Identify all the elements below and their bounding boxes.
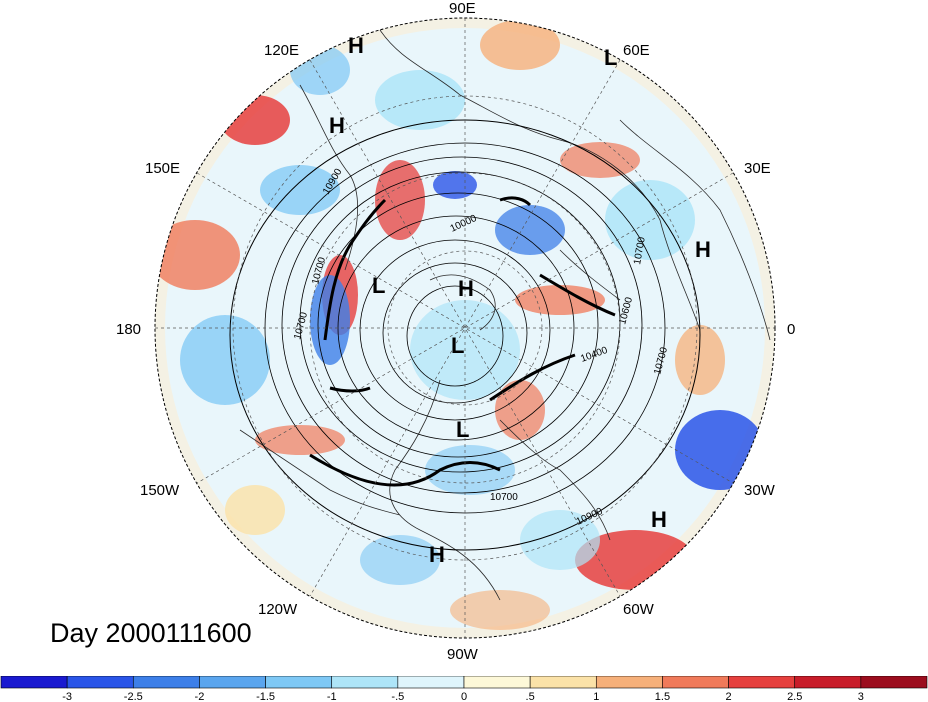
- colorbar-swatch: [595, 676, 663, 689]
- colorbar-swatch: [397, 676, 465, 689]
- longitude-label: 180: [116, 321, 141, 338]
- colorbar-swatch: [199, 676, 266, 689]
- map-title: Day 2000111600: [50, 618, 252, 648]
- high-pressure-label: H: [329, 113, 345, 138]
- colorbar-swatch: [66, 676, 134, 689]
- low-pressure-label: L: [372, 273, 385, 298]
- colorbar-tick-label: -3: [62, 691, 72, 702]
- pressure-centers: H H L H L H L L H H: [329, 33, 711, 567]
- low-pressure-label: L: [604, 45, 617, 70]
- longitude-label: 60E: [623, 42, 650, 59]
- low-pressure-label: L: [451, 333, 464, 358]
- contour-label: 10700: [632, 236, 648, 266]
- map-border: [154, 17, 776, 639]
- high-pressure-label: H: [429, 542, 445, 567]
- colorbar-swatch: [860, 676, 928, 689]
- colorbar-tick-label: 1: [593, 691, 599, 702]
- colorbar-swatch: [662, 676, 729, 689]
- colorbar-swatch: [463, 676, 531, 689]
- graticule: [155, 18, 775, 638]
- colorbar-tick-label: -1.5: [256, 691, 275, 702]
- high-pressure-label: H: [458, 276, 474, 301]
- longitude-labels: 90E 60E 30E 0 30W 60W 90W 120W 150W 180 …: [116, 0, 795, 663]
- longitude-label: 30W: [744, 482, 776, 499]
- colorbar-tick-label: -.5: [391, 691, 404, 702]
- low-pressure-label: L: [456, 417, 469, 442]
- longitude-label: 90E: [449, 0, 476, 17]
- colorbar-tick-label: -2: [195, 691, 205, 702]
- colorbar-tick-label: -2.5: [124, 691, 143, 702]
- longitude-label: 90W: [447, 646, 479, 663]
- colorbar-tick-label: -1: [327, 691, 337, 702]
- longitude-label: 0: [787, 321, 795, 338]
- colorbar-tick-label: 1.5: [655, 691, 670, 702]
- colorbar-tick-label: 2.5: [787, 691, 802, 702]
- colorbar-tick-label: 0: [461, 691, 467, 702]
- colorbar-swatch: [331, 676, 399, 689]
- contour-label: 10700: [490, 492, 518, 503]
- colorbar: -3 -2.5 -2 -1.5 -1 -.5 0 .5 1 1.5 2 2.5 3: [0, 676, 928, 702]
- longitude-label: 60W: [623, 601, 655, 618]
- longitude-label: 150W: [140, 482, 180, 499]
- longitude-label: 120E: [264, 42, 299, 59]
- colorbar-ticks: -3 -2.5 -2 -1.5 -1 -.5 0 .5 1 1.5 2 2.5 3: [62, 691, 864, 702]
- colorbar-swatch: [132, 676, 200, 689]
- colorbar-swatch: [0, 676, 68, 689]
- colorbar-tick-label: 3: [858, 691, 864, 702]
- coastlines: [239, 29, 771, 601]
- colorbar-swatch: [728, 676, 796, 689]
- colorbar-tick-label: .5: [526, 691, 535, 702]
- colorbar-swatch: [794, 676, 862, 689]
- longitude-label: 150E: [145, 160, 180, 177]
- colorbar-tick-label: 2: [726, 691, 732, 702]
- high-pressure-label: H: [651, 507, 667, 532]
- colorbar-swatch: [529, 676, 597, 689]
- high-pressure-label: H: [695, 237, 711, 262]
- longitude-label: 30E: [744, 160, 771, 177]
- high-pressure-label: H: [348, 33, 364, 58]
- colorbar-swatch: [265, 676, 333, 689]
- colorbar-swatches: [0, 676, 928, 689]
- longitude-label: 120W: [258, 601, 298, 618]
